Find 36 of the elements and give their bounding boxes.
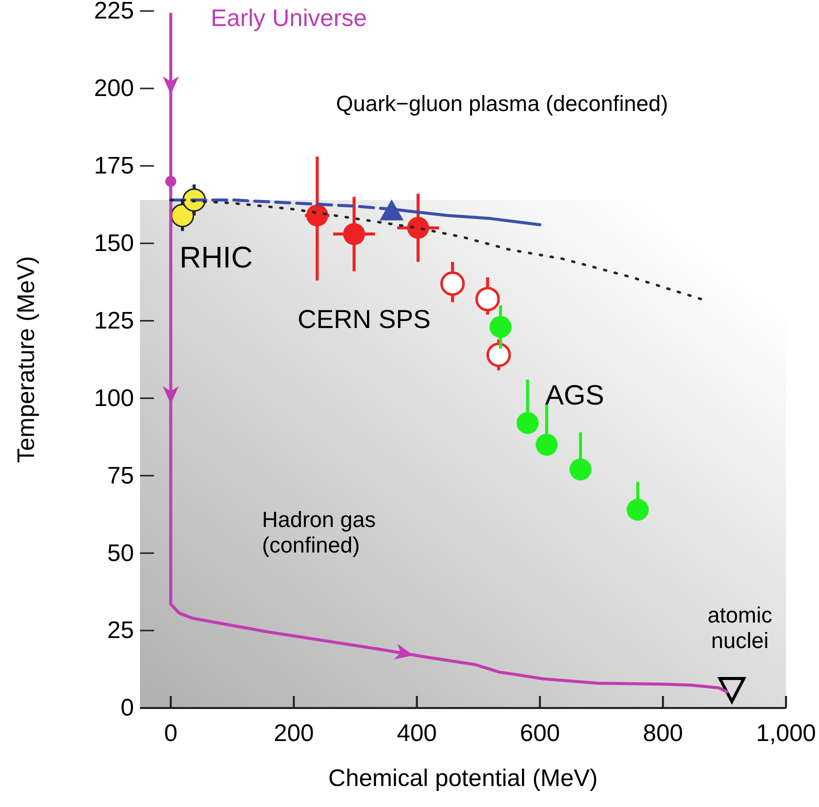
point bbox=[536, 434, 558, 456]
x-tick-label: 600 bbox=[520, 720, 560, 748]
y-tick-label: 50 bbox=[107, 540, 134, 567]
point bbox=[440, 271, 465, 296]
y-tick-label: 125 bbox=[94, 307, 134, 334]
y-tick-label: 200 bbox=[94, 75, 134, 102]
point bbox=[343, 223, 366, 246]
y-tick-label: 0 bbox=[120, 694, 134, 722]
point bbox=[475, 286, 500, 312]
y-tick-label: 225 bbox=[94, 0, 134, 25]
annotation: AGS bbox=[545, 380, 604, 411]
point bbox=[407, 216, 430, 239]
y-tick-label: 75 bbox=[107, 462, 134, 490]
point bbox=[306, 204, 328, 226]
y-axis-title: Temperature (MeV) bbox=[13, 256, 40, 463]
point bbox=[486, 342, 511, 368]
annotation: Hadron gas (confined) bbox=[262, 507, 376, 558]
annotation: CERN SPS bbox=[298, 304, 431, 334]
y-tick-label: 100 bbox=[94, 384, 134, 412]
y-tick-label: 25 bbox=[107, 617, 134, 644]
annotation: atomic nuclei bbox=[707, 602, 772, 653]
x-tick-label: 400 bbox=[396, 720, 437, 748]
annotation: Early Universe bbox=[210, 5, 367, 32]
x-tick-label: 0 bbox=[164, 720, 178, 748]
annotation: Quark−gluon plasma (deconfined) bbox=[336, 91, 668, 116]
point bbox=[626, 498, 649, 521]
point bbox=[570, 458, 592, 480]
x-axis-title: Chemical potential (MeV) bbox=[328, 765, 598, 792]
point bbox=[516, 412, 539, 434]
x-tick-label: 800 bbox=[642, 720, 683, 748]
x-tick-label: 200 bbox=[274, 720, 314, 748]
y-tick-label: 150 bbox=[94, 230, 134, 258]
x-tick-label: 1,000 bbox=[756, 720, 816, 748]
y-tick-label: 175 bbox=[94, 152, 134, 180]
point bbox=[490, 316, 512, 338]
annotation: RHIC bbox=[179, 241, 253, 274]
